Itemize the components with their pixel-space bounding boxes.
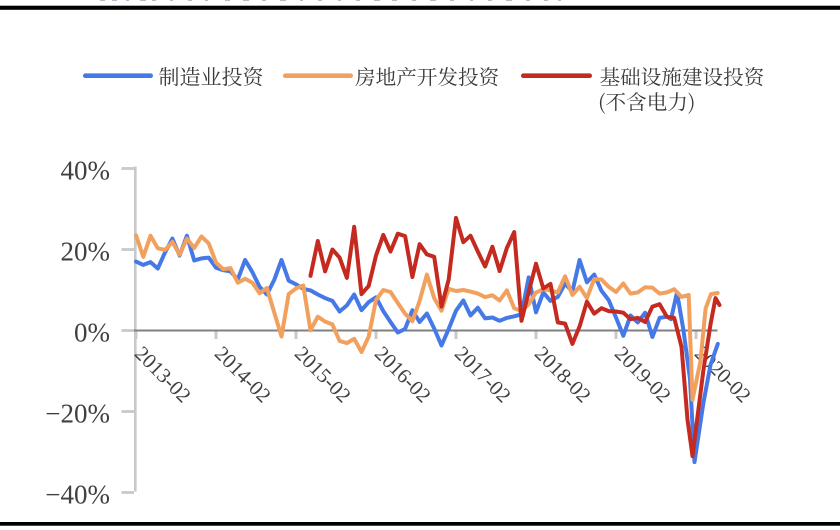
svg-text:40%: 40%: [61, 155, 111, 185]
svg-text:20%: 20%: [61, 236, 111, 266]
svg-text:−20%: −20%: [45, 398, 110, 428]
svg-text:0%: 0%: [74, 317, 110, 347]
svg-text:−40%: −40%: [45, 479, 110, 509]
